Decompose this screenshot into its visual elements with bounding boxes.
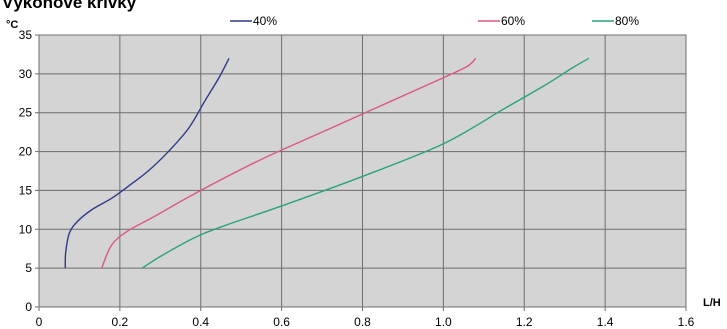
x-tick-label: 0.2 [112, 315, 129, 329]
y-tick-label: 30 [19, 67, 33, 81]
y-tick-label: 20 [19, 145, 33, 159]
y-tick-label: 5 [25, 261, 32, 275]
legend-label: 80% [615, 14, 639, 28]
series-lines [64, 57, 590, 269]
x-tick-labels: 0 0.2 0.4 0.6 0.8 1.0 1.2 1.4 1.6 [36, 307, 695, 329]
legend-label: 60% [501, 14, 525, 28]
x-tick-label: 0.8 [354, 315, 371, 329]
x-tick-label: 1.4 [597, 315, 614, 329]
y-tick-label: 0 [25, 300, 32, 314]
y-tick-label: 35 [19, 28, 33, 42]
x-tick-label: 0.6 [273, 315, 290, 329]
y-tick-label: 10 [19, 222, 33, 236]
y-axis-unit: °C [6, 19, 18, 31]
x-tick-label: 1.6 [678, 315, 695, 329]
x-tick-label: 0.4 [192, 315, 209, 329]
series-line-40pct [64, 57, 230, 269]
x-tick-label: 1.2 [516, 315, 533, 329]
series-line-60pct [101, 57, 477, 269]
y-tick-label: 25 [19, 106, 33, 120]
legend: 40% 60% 80% [230, 14, 639, 28]
grid-lines [38, 34, 687, 308]
x-tick-label: 0 [36, 315, 43, 329]
chart-title: Výkonové křivky [2, 0, 137, 12]
legend-label: 40% [253, 14, 277, 28]
y-tick-labels: 0 5 10 15 20 25 30 35 [19, 28, 39, 314]
series-line-80pct [141, 57, 590, 269]
x-tick-label: 1.0 [435, 315, 452, 329]
y-tick-label: 15 [19, 183, 33, 197]
x-axis-unit: L/H [703, 297, 721, 309]
